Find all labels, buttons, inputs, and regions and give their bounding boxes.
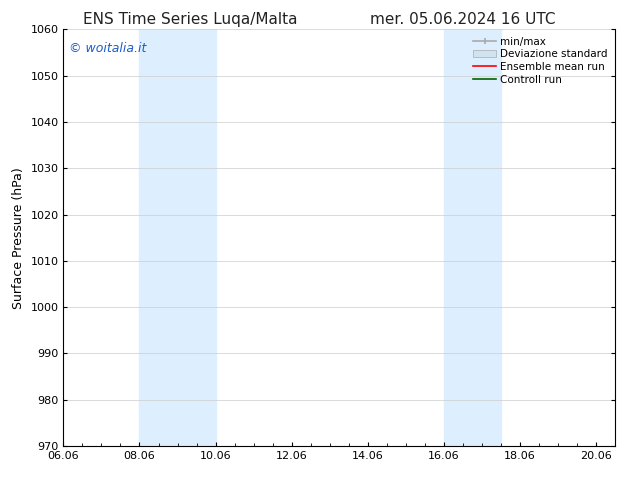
Bar	[139, 29, 216, 446]
Text: © woitalia.it: © woitalia.it	[69, 42, 146, 55]
Y-axis label: Surface Pressure (hPa): Surface Pressure (hPa)	[12, 167, 25, 309]
Bar	[444, 29, 501, 446]
Legend: min/max, Deviazione standard, Ensemble mean run, Controll run: min/max, Deviazione standard, Ensemble m…	[471, 35, 610, 87]
Text: mer. 05.06.2024 16 UTC: mer. 05.06.2024 16 UTC	[370, 12, 555, 27]
Text: ENS Time Series Luqa/Malta: ENS Time Series Luqa/Malta	[83, 12, 297, 27]
